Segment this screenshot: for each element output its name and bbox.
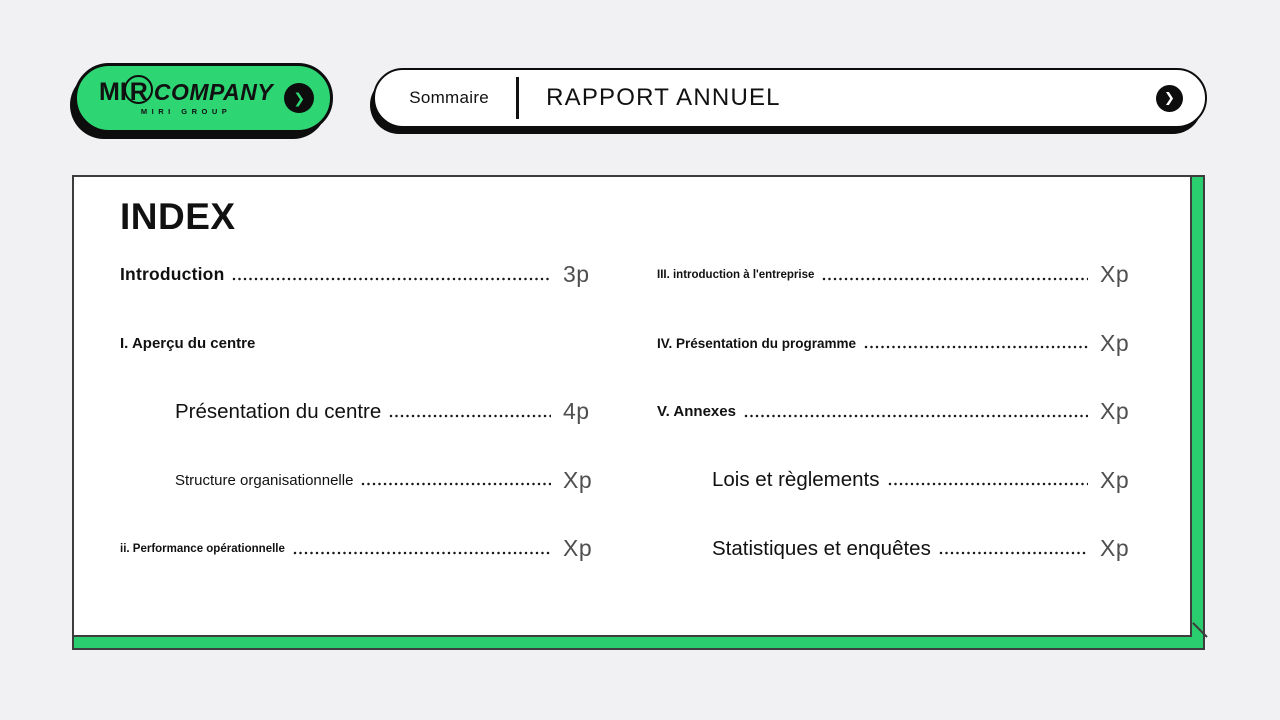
toc-entry: Lois et règlements Xp xyxy=(657,446,1148,515)
toc-entry-page: Xp xyxy=(1100,261,1130,288)
dot-leader xyxy=(938,550,1088,555)
toc-entry-page: Xp xyxy=(1100,329,1130,356)
toc-entry-label: Structure organisationnelle xyxy=(175,471,354,489)
toc-entry: III. introduction à l'entreprise Xp xyxy=(657,241,1148,310)
section-label: Sommaire xyxy=(409,88,490,107)
logo: M I R COMPANY MIRI GROUP xyxy=(99,75,274,117)
logo-button[interactable]: M I R COMPANY MIRI GROUP ❯ xyxy=(74,63,334,133)
toc-entry: ii. Performance opérationnelle Xp xyxy=(120,515,611,584)
toc-entry-label: Introduction xyxy=(120,264,225,285)
toc-entry: Statistiques et enquêtes Xp xyxy=(657,515,1148,584)
toc-entry-label: V. Annexes xyxy=(657,403,736,421)
index-card: INDEX Introduction 3p I. Aperçu du centre P… xyxy=(72,175,1208,650)
toc-entry-page: Xp xyxy=(563,535,593,562)
dot-leader xyxy=(292,550,551,555)
toc-entry: I. Aperçu du centre xyxy=(120,309,611,378)
logo-wordmark: M I R COMPANY xyxy=(99,75,274,107)
index-heading: INDEX xyxy=(120,196,236,237)
toc-entry-page: Xp xyxy=(1100,535,1130,562)
divider xyxy=(516,77,520,119)
dot-leader xyxy=(864,345,1088,350)
table-of-contents: Introduction 3p I. Aperçu du centre Présent… xyxy=(120,241,1148,584)
dot-leader xyxy=(232,276,551,281)
toc-right-column: III. introduction à l'entreprise Xp IV. Pr… xyxy=(657,241,1148,584)
logo-arrow-icon[interactable]: ❯ xyxy=(284,83,315,113)
logo-company-text: COMPANY xyxy=(153,79,274,106)
dot-leader xyxy=(822,276,1088,281)
toc-entry-label: Lois et règlements xyxy=(712,468,880,492)
dot-leader xyxy=(389,413,551,418)
toc-entry: Présentation du centre 4p xyxy=(120,378,611,447)
toc-entry-page: Xp xyxy=(563,466,593,493)
toc-left-column: Introduction 3p I. Aperçu du centre Présent… xyxy=(120,241,611,584)
logo-letter-m: M xyxy=(99,78,120,107)
header-title-bar: Sommaire RAPPORT ANNUEL ❯ xyxy=(373,68,1207,128)
page-title: RAPPORT ANNUEL xyxy=(546,84,781,111)
toc-entry-page: Xp xyxy=(1100,398,1130,425)
next-arrow-button[interactable]: ❯ xyxy=(1156,84,1183,112)
toc-entry-page: 4p xyxy=(563,398,590,425)
logo-letter-i: I xyxy=(119,78,127,107)
toc-entry-label: ii. Performance opérationnelle xyxy=(120,542,285,555)
toc-entry-label: IV. Présentation du programme xyxy=(657,335,857,351)
toc-entry: Structure organisationnelle Xp xyxy=(120,446,611,515)
toc-entry: IV. Présentation du programme Xp xyxy=(657,309,1148,378)
dot-leader xyxy=(887,482,1088,487)
toc-entry-label: Présentation du centre xyxy=(175,399,382,423)
top-bar: M I R COMPANY MIRI GROUP ❯ Sommaire RAPPORT… xyxy=(74,62,1207,134)
toc-entry-label: III. introduction à l'entreprise xyxy=(657,268,815,281)
toc-entry: Introduction 3p xyxy=(120,241,611,310)
logo-subtitle: MIRI GROUP xyxy=(140,107,232,117)
toc-entry-page: 3p xyxy=(563,261,590,288)
dot-leader xyxy=(361,482,551,487)
toc-entry: V. Annexes Xp xyxy=(657,378,1148,447)
toc-entry-page: Xp xyxy=(1100,466,1130,493)
index-card-body: INDEX Introduction 3p I. Aperçu du centre P… xyxy=(72,175,1192,637)
toc-entry-label: I. Aperçu du centre xyxy=(120,334,256,352)
logo-letter-r-ringed: R xyxy=(123,75,153,105)
toc-entry-label: Statistiques et enquêtes xyxy=(712,536,931,560)
dot-leader xyxy=(743,413,1088,418)
